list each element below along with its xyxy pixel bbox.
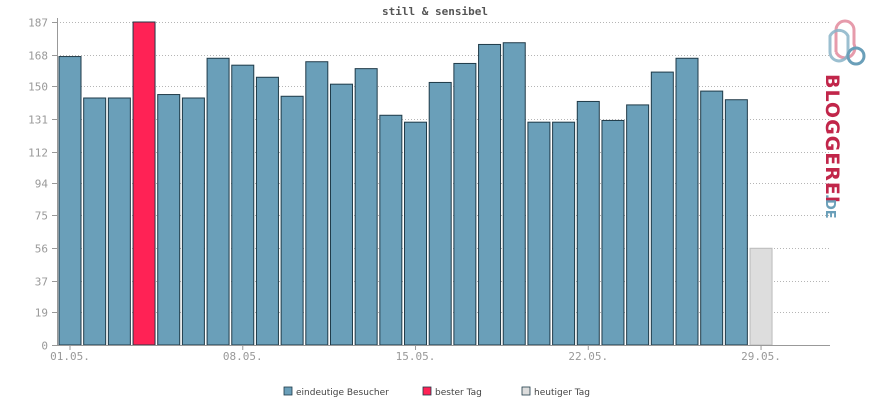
bar (576, 100, 600, 346)
bar (157, 94, 181, 346)
logo-suffix: .DE (822, 194, 837, 219)
y-tick-label: 150 (28, 81, 48, 94)
bar (428, 81, 452, 346)
legend-swatch (422, 386, 432, 396)
bar (379, 114, 403, 346)
bar (206, 57, 230, 346)
bar (58, 56, 82, 346)
bar (749, 247, 773, 346)
bar (700, 90, 724, 346)
y-tick-label: 168 (28, 50, 48, 63)
axes (57, 18, 830, 346)
bar (453, 62, 477, 346)
y-tick-label: 19 (35, 307, 48, 320)
bar (527, 121, 551, 346)
bar (675, 57, 699, 346)
bar (478, 43, 502, 346)
bar (305, 61, 329, 346)
bloggerei-logo: BLOGGEREI .DE (821, 19, 866, 219)
bar (107, 97, 131, 346)
y-tick-label: 131 (28, 114, 48, 127)
x-tick-label: 01.05. (50, 350, 90, 363)
y-tick-label: 94 (35, 178, 49, 191)
bar (354, 68, 378, 346)
legend-swatch (283, 386, 293, 396)
legend: eindeutige Besucher bester Tag heutiger Ta… (283, 386, 590, 398)
bar (601, 119, 625, 346)
bar (724, 99, 748, 346)
bar (552, 121, 576, 346)
x-tick-label: 29.05. (741, 350, 781, 363)
logo-text: BLOGGEREI (821, 74, 843, 204)
x-tick-labels: 01.05. 08.05. 15.05. 22.05. 29.05. (50, 345, 781, 363)
legend-label: bester Tag (435, 388, 482, 398)
bar (502, 42, 526, 346)
x-tick-label: 15.05. (396, 350, 436, 363)
x-tick-label: 08.05. (223, 350, 263, 363)
legend-label: eindeutige Besucher (296, 388, 389, 398)
chart-title: still & sensibel (382, 5, 488, 18)
y-tick-labels: 0 19 37 56 75 94 112 131 150 168 187 (28, 17, 57, 353)
bar (83, 97, 107, 346)
legend-swatch (521, 386, 531, 396)
bar (650, 71, 674, 346)
bar (626, 104, 650, 346)
bar (280, 95, 304, 346)
y-tick-label: 112 (28, 147, 48, 160)
bar (329, 83, 353, 346)
bar (255, 76, 279, 346)
y-tick-label: 56 (35, 243, 48, 256)
bar (404, 121, 428, 346)
bar (132, 21, 156, 346)
bar (231, 64, 255, 346)
y-tick-label: 37 (35, 276, 48, 289)
y-tick-label: 0 (41, 340, 48, 353)
x-tick-label: 22.05. (568, 350, 608, 363)
logo-emblem-icon (828, 19, 866, 66)
legend-label: heutiger Tag (534, 388, 590, 398)
bar (181, 97, 205, 346)
bars (58, 21, 773, 346)
y-tick-label: 187 (28, 17, 48, 30)
y-tick-label: 75 (35, 210, 48, 223)
